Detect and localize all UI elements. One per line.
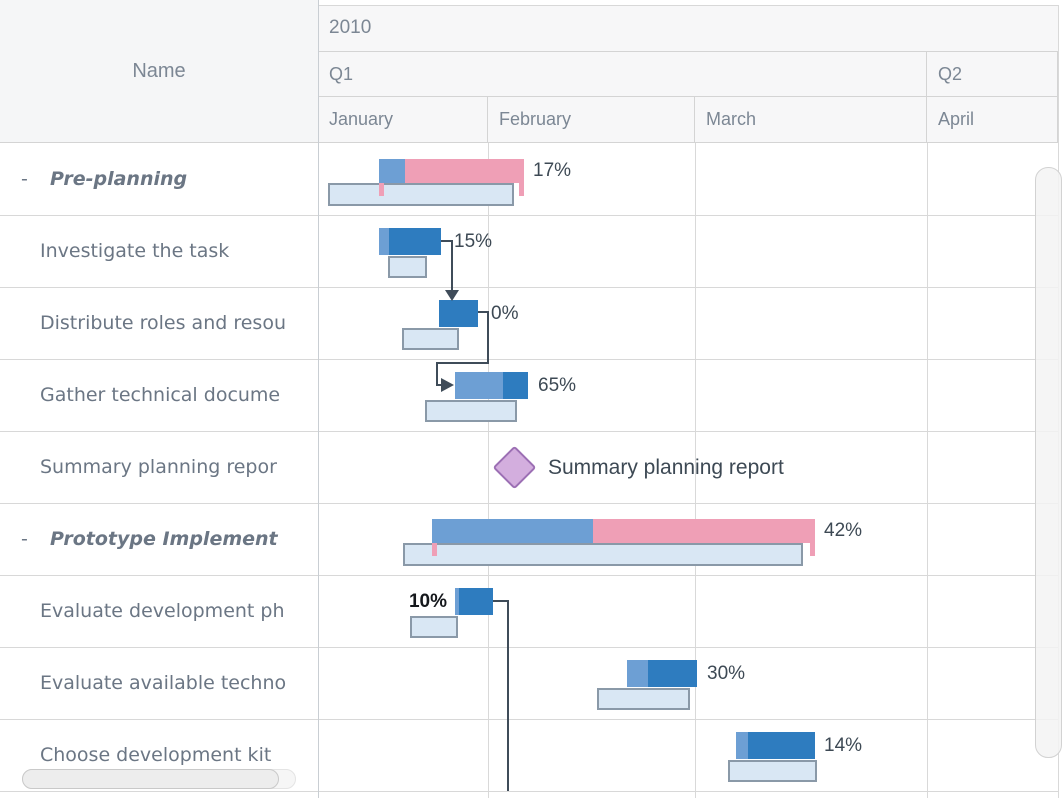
baseline-bar (597, 688, 690, 710)
baseline-bar (402, 328, 459, 350)
connector-arrowhead (445, 290, 459, 301)
vertical-scrollbar-thumb[interactable] (1035, 167, 1062, 758)
month-cell-march: March (695, 97, 927, 143)
progress-segment (455, 372, 503, 399)
quarter-cell-q1: Q1 (318, 52, 927, 97)
progress-segment (432, 519, 593, 543)
summary-task-bar[interactable] (432, 519, 815, 543)
quarter-cell-q2: Q2 (927, 52, 1058, 97)
connector-line (436, 311, 489, 386)
baseline-bar (410, 616, 458, 638)
name-row[interactable]: - Prototype Implement (0, 503, 318, 575)
summary-task-bar[interactable] (379, 159, 524, 183)
progress-label: 30% (707, 662, 746, 684)
quarter-label: Q1 (329, 63, 354, 84)
name-column-header: Name (0, 0, 318, 143)
month-label: April (938, 109, 975, 129)
progress-label: 14% (824, 734, 863, 756)
month-cell-february: February (488, 97, 695, 143)
row-separator (0, 359, 1058, 360)
month-label: February (499, 109, 572, 129)
task-bar[interactable] (379, 228, 441, 255)
task-name-label: Gather technical docume (40, 384, 281, 406)
name-row[interactable]: Gather technical docume (0, 359, 318, 431)
horizontal-scrollbar-thumb[interactable] (22, 769, 279, 789)
task-bar[interactable] (627, 660, 697, 687)
progress-label: 10% (408, 590, 447, 612)
milestone-label: Summary planning report (548, 456, 784, 479)
row-separator (0, 215, 1058, 216)
timeline-year-cell: 2010 (318, 5, 1058, 52)
task-name-label: Evaluate development ph (40, 600, 285, 622)
timeline-top-border (318, 5, 1058, 6)
connector-line (441, 240, 453, 291)
name-column-header-label: Name (132, 59, 186, 82)
progress-segment (379, 228, 389, 255)
row-separator (0, 647, 1058, 648)
collapse-toggle[interactable]: - (21, 168, 28, 190)
row-separator (0, 719, 1058, 720)
month-gridline (927, 143, 928, 798)
summary-bar-tail (432, 543, 437, 556)
task-bar[interactable] (455, 372, 528, 399)
task-name-label: Investigate the task (40, 240, 230, 262)
month-cell-january: January (318, 97, 488, 143)
month-gridline (695, 143, 696, 798)
progress-label: 65% (538, 374, 577, 396)
progress-label: 17% (533, 160, 572, 181)
progress-segment (627, 660, 648, 687)
row-separator (0, 791, 1058, 792)
progress-label: 42% (824, 520, 863, 541)
task-bar[interactable] (455, 588, 493, 615)
name-row[interactable]: Evaluate development ph (0, 575, 318, 647)
task-name-label: Choose development kit (40, 744, 272, 766)
baseline-bar (728, 760, 817, 782)
summary-bar-tail (810, 543, 815, 556)
baseline-bar (425, 400, 517, 422)
row-separator (0, 575, 1058, 576)
task-bar[interactable] (736, 732, 815, 759)
name-row[interactable]: Choose development kit (0, 719, 318, 791)
month-cell-april: April (927, 97, 1058, 143)
progress-label: 15% (454, 230, 493, 252)
month-label: March (706, 109, 757, 129)
baseline-bar (388, 256, 427, 278)
summary-bar-tail (379, 183, 384, 196)
name-row[interactable]: Investigate the task (0, 215, 318, 287)
panel-divider (318, 0, 319, 798)
progress-segment (455, 588, 459, 615)
month-label: January (329, 109, 394, 129)
progress-label: 0% (491, 302, 519, 324)
task-bar[interactable] (439, 300, 478, 327)
summary-bar-tail (519, 183, 524, 196)
connector-line (493, 600, 509, 791)
baseline-bar (403, 543, 803, 566)
row-separator (0, 431, 1058, 432)
row-separator (0, 287, 1058, 288)
task-name-label: Pre-planning (50, 168, 188, 190)
quarter-label: Q2 (938, 63, 963, 84)
timeline-year-label: 2010 (329, 17, 372, 38)
progress-segment (736, 732, 748, 759)
name-row[interactable]: - Pre-planning (0, 143, 318, 215)
baseline-bar (328, 183, 514, 206)
task-name-label: Prototype Implement (50, 528, 278, 550)
task-name-label: Summary planning repor (40, 456, 277, 478)
month-gridline (488, 143, 489, 798)
name-row[interactable]: Summary planning repor (0, 431, 318, 503)
task-name-label: Evaluate available techno (40, 672, 287, 694)
connector-arrowhead (441, 378, 454, 392)
collapse-toggle[interactable]: - (21, 528, 28, 550)
row-separator (0, 503, 1058, 504)
name-row[interactable]: Distribute roles and resou (0, 287, 318, 359)
progress-segment (379, 159, 405, 183)
task-name-label: Distribute roles and resou (40, 312, 286, 334)
name-row[interactable]: Evaluate available techno (0, 647, 318, 719)
